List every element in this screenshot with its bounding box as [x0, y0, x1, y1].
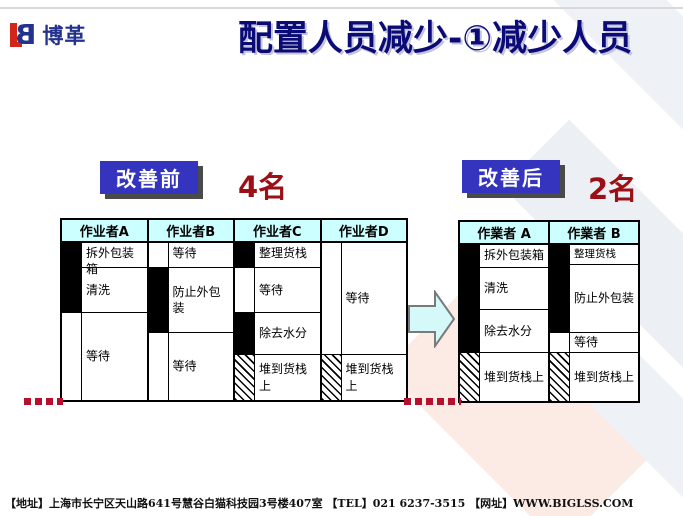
time-bar [460, 353, 480, 401]
time-bar [321, 355, 342, 400]
task-row: 等待 [148, 243, 233, 268]
task-row: 堆到货栈上 [235, 355, 320, 400]
task-row: 除去水分 [460, 310, 548, 353]
task-row: 堆到货栈上 [460, 353, 548, 401]
task-cell: 等待 [345, 291, 370, 306]
before-count: 4名 [238, 170, 288, 204]
time-bar [460, 310, 480, 352]
time-bar [321, 243, 342, 354]
after-table: 作業者 A 拆外包装箱 清洗 除去水分 堆到货栈上 [458, 220, 640, 403]
worker-column-d: 作业者D 等待 堆到货栈上 [321, 220, 407, 400]
task-row: 清洗 [460, 268, 548, 310]
task-cell: 拆外包装箱 [86, 246, 135, 277]
column-header: 作业者D [321, 220, 406, 243]
task-cell: 堆到货栈上 [574, 369, 635, 384]
task-cell: 拆外包装箱 [484, 248, 545, 262]
task-cell: 堆到货栈上 [484, 369, 545, 384]
time-bar [550, 353, 570, 401]
time-bar [550, 265, 570, 332]
task-row: 堆到货栈上 [550, 353, 638, 401]
task-row: 整理货栈 [550, 245, 638, 265]
task-cell: 等待 [574, 335, 599, 350]
task-cell: 堆到货栈上 [345, 362, 394, 393]
after-label: 改善后 [462, 160, 560, 193]
column-header: 作業者 A [460, 222, 548, 245]
footer-contact-info: 【地址】上海市长宁区天山路641号慧谷白猫科技园3号楼407室 【TEL】021… [5, 497, 634, 510]
logo-b-icon: B [10, 18, 36, 51]
worker-column-b: 作业者B 等待 防止外包装 等待 [148, 220, 235, 400]
time-bar [62, 243, 82, 267]
task-cell: 整理货栈 [574, 248, 616, 260]
before-table: 作业者A 拆外包装箱 清洗 等待 作业者B [60, 218, 408, 402]
task-cell: 防止外包装 [574, 291, 635, 306]
before-label: 改善前 [100, 161, 198, 194]
task-cell: 等待 [259, 282, 284, 297]
task-row: 防止外包装 [550, 265, 638, 333]
task-cell: 堆到货栈上 [259, 362, 308, 393]
time-bar [550, 333, 570, 352]
worker-column-b: 作業者 B 整理货栈 防止外包装 等待 堆到货栈上 [550, 222, 638, 401]
task-cell: 等待 [172, 359, 197, 374]
task-row: 等待 [321, 243, 406, 355]
task-cell: 清洗 [86, 282, 111, 297]
task-cell: 除去水分 [484, 323, 533, 338]
task-row: 堆到货栈上 [321, 355, 407, 400]
task-row: 等待 [550, 333, 638, 353]
red-dotted-line [24, 398, 63, 405]
top-divider-line [0, 7, 683, 9]
task-row: 等待 [235, 268, 320, 313]
time-bar [550, 245, 570, 264]
task-cell: 整理货栈 [259, 246, 308, 260]
column-header: 作业者C [235, 220, 320, 243]
time-bar [62, 268, 82, 312]
worker-column-a: 作业者A 拆外包装箱 清洗 等待 [62, 220, 149, 400]
task-row: 等待 [62, 313, 147, 400]
time-bar [148, 268, 169, 332]
column-header: 作業者 B [550, 222, 638, 245]
red-dotted-line [404, 398, 461, 405]
task-cell: 除去水分 [259, 326, 308, 341]
worker-column-c: 作业者C 整理货栈 等待 除去水分 堆到货栈上 [235, 220, 322, 400]
time-bar [148, 243, 169, 267]
task-cell: 等待 [86, 349, 111, 364]
time-bar [62, 313, 82, 400]
worker-column-a: 作業者 A 拆外包装箱 清洗 除去水分 堆到货栈上 [460, 222, 550, 401]
time-bar [235, 355, 255, 400]
task-cell: 等待 [172, 246, 197, 260]
time-bar [460, 245, 480, 267]
task-row: 除去水分 [235, 313, 320, 355]
task-row: 整理货栈 [235, 243, 320, 268]
transition-arrow-icon [408, 288, 456, 352]
task-cell: 防止外包装 [172, 284, 221, 315]
task-row: 拆外包装箱 [62, 243, 147, 277]
task-row: 防止外包装 [148, 268, 233, 333]
column-header: 作业者A [62, 220, 147, 243]
time-bar [235, 243, 255, 267]
task-row: 清洗 [62, 268, 147, 313]
time-bar [235, 268, 255, 312]
time-bar [148, 333, 169, 400]
time-bar [460, 268, 480, 309]
company-logo: B 博革 [10, 18, 87, 51]
task-row: 拆外包装箱 [460, 245, 548, 268]
time-bar [235, 313, 255, 354]
task-row: 等待 [148, 333, 234, 400]
page-title: 配置人员减少-①减少人员 [237, 19, 633, 59]
after-count: 2名 [588, 172, 638, 206]
logo-text: 博革 [42, 24, 87, 48]
column-header: 作业者B [148, 220, 233, 243]
task-cell: 清洗 [484, 281, 509, 296]
